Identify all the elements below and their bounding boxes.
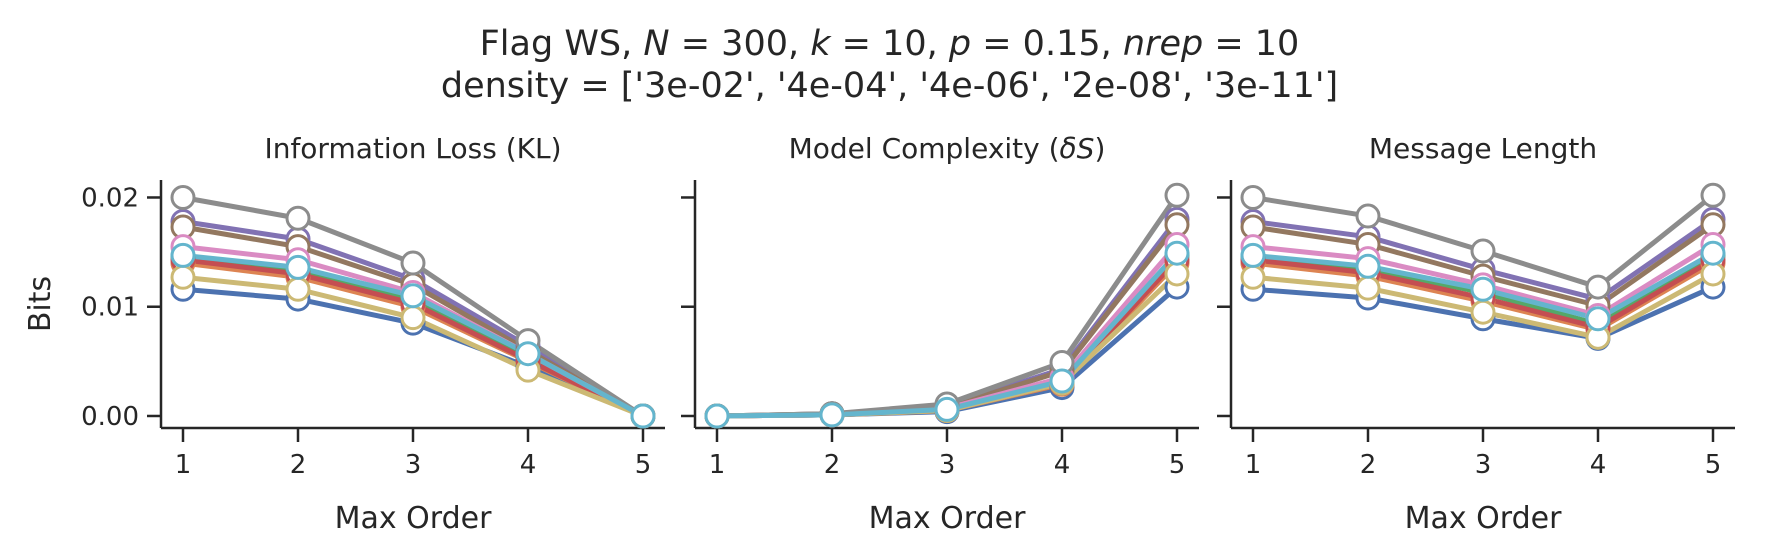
series-8-point: [1585, 274, 1611, 300]
series-8-point: [1470, 238, 1496, 264]
title-prefix: Flag WS,: [479, 24, 644, 64]
series-10-point: [1049, 368, 1075, 394]
series-9-point: [1700, 261, 1726, 287]
series-10-point: [400, 283, 426, 309]
series-5-line: [714, 216, 1180, 419]
title-k-value: = 10,: [830, 24, 949, 64]
subplot-title: Information Loss (KL): [264, 132, 561, 165]
title-p-symbol: p: [948, 24, 972, 64]
subplot-title-suffix: ): [1094, 132, 1105, 165]
series-8-point: [1355, 203, 1381, 229]
series-8-point: [1700, 182, 1726, 208]
series-10-point: [1700, 240, 1726, 266]
figure-title: Flag WS, N = 300, k = 10, p = 0.15, nrep…: [0, 24, 1779, 64]
series-10-point: [1470, 276, 1496, 302]
x-axis-label: Max Order: [1405, 501, 1562, 536]
x-tick-label: 4: [520, 450, 537, 480]
subplot-2: 1 2 3 4 5 Model Complexity (δS) Max Order: [681, 132, 1199, 536]
subplot-title-symbol: δS: [1060, 132, 1095, 165]
x-tick-label: 4: [1590, 450, 1607, 480]
x-tick-label: 1: [175, 450, 192, 480]
series-10-point: [630, 403, 656, 429]
title-p-value: = 0.15,: [971, 24, 1123, 64]
series-8-point: [285, 205, 311, 231]
x-tick-label: 5: [635, 450, 652, 480]
series-10-point: [934, 396, 960, 422]
y-tick-label: 0.00: [81, 402, 139, 432]
series-8-point: [1240, 184, 1266, 210]
series-8-point: [400, 250, 426, 276]
series-10-point: [515, 341, 541, 367]
series-9-point: [1355, 275, 1381, 301]
series-10-point: [1240, 242, 1266, 268]
subplot-1: 0.00 0.01 0.02 1 2 3 4 5 Information Loss (KL) Ma…: [23, 132, 665, 536]
series-9-point: [285, 276, 311, 302]
subplot-3: 1 2 3 4 5 Message Length Max Order: [1217, 132, 1735, 536]
subplot-title: Model Complexity (δS): [789, 132, 1106, 165]
x-tick-label: 1: [709, 450, 726, 480]
title-nrep-symbol: nrep: [1122, 24, 1204, 64]
series-6-line: [714, 222, 1180, 419]
series-9-point: [1164, 261, 1190, 287]
x-tick-label: 2: [824, 450, 841, 480]
title-n-symbol: N: [643, 24, 670, 64]
title-nrep-value: = 10: [1203, 24, 1300, 64]
title-n-value: = 300,: [669, 24, 811, 64]
x-tick-label: 3: [1475, 450, 1492, 480]
series-10-point: [170, 242, 196, 268]
x-tick-label: 5: [1705, 450, 1722, 480]
x-axis-label: Max Order: [869, 501, 1026, 536]
x-tick-label: 3: [939, 450, 956, 480]
series-8-point: [1164, 182, 1190, 208]
title-k-symbol: k: [810, 24, 831, 64]
series-10-point: [819, 402, 845, 428]
x-tick-label: 5: [1169, 450, 1186, 480]
series-10-point: [285, 254, 311, 280]
y-tick-label: 0.02: [81, 183, 139, 213]
figure-subtitle: density = ['3e-02', '4e-04', '4e-06', '2…: [440, 66, 1339, 106]
y-axis-label: Bits: [23, 276, 58, 332]
series-10-point: [1355, 253, 1381, 279]
x-tick-label: 4: [1054, 450, 1071, 480]
series-9-point: [1470, 299, 1496, 325]
series-9-point: [1240, 264, 1266, 290]
y-tick-label: 0.01: [81, 293, 139, 323]
series-9-point: [400, 305, 426, 331]
x-tick-label: 2: [1360, 450, 1377, 480]
x-tick-label: 2: [290, 450, 307, 480]
series-9-point: [170, 264, 196, 290]
series-10-point: [1585, 306, 1611, 332]
series-10-point: [1164, 240, 1190, 266]
series-10-point: [704, 403, 730, 429]
subplot-title: Message Length: [1369, 132, 1597, 165]
subplot-title-prefix: Model Complexity (: [789, 132, 1060, 165]
series-8-point: [170, 184, 196, 210]
x-axis-label: Max Order: [335, 501, 492, 536]
x-tick-label: 3: [405, 450, 422, 480]
x-tick-label: 1: [1245, 450, 1262, 480]
